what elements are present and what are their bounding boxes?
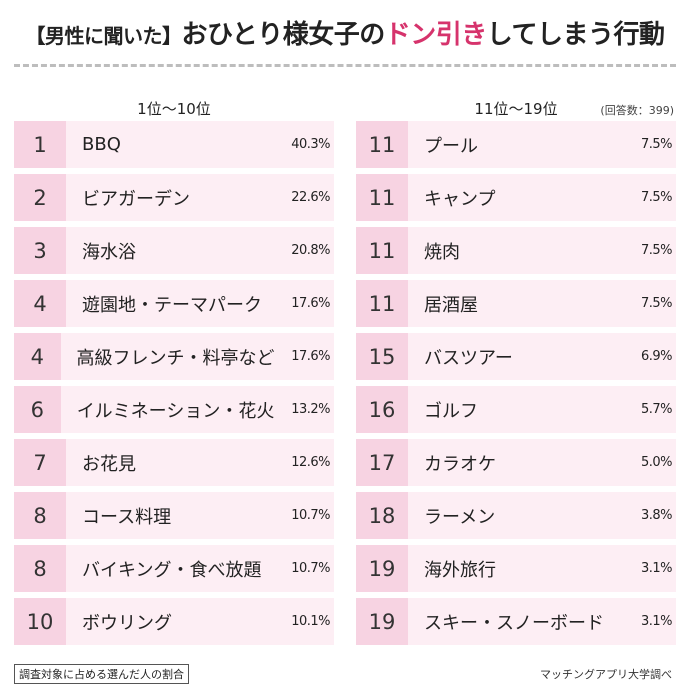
title-accent: ドン引き	[384, 20, 488, 50]
rank-number: 19	[356, 598, 408, 645]
ranking-row: 19 海外旅行 3.1%	[356, 545, 676, 592]
percentage-value: 20.8%	[291, 243, 330, 258]
item-label: バスツアー	[424, 347, 513, 369]
item-label: バイキング・食べ放題	[82, 559, 262, 581]
rank-number: 18	[356, 492, 408, 539]
percentage-value: 17.6%	[291, 349, 330, 364]
rank-number: 6	[14, 386, 61, 433]
ranking-row: 6 イルミネーション・花火 13.2%	[14, 386, 334, 433]
percentage-value: 7.5%	[640, 137, 673, 152]
ranking-row: 2 ビアガーデン 22.6%	[14, 174, 334, 221]
ranking-row: 16 ゴルフ 5.7%	[356, 386, 676, 433]
rank-number: 11	[356, 174, 408, 221]
percentage-value: 10.1%	[291, 614, 330, 629]
rank-number: 1	[14, 121, 66, 168]
ranking-row: 4 遊園地・テーマパーク 17.6%	[14, 280, 334, 327]
item-label: カラオケ	[424, 453, 496, 475]
item-label: ビアガーデン	[82, 188, 190, 210]
title-main-before: おひとり様女子の	[181, 20, 386, 50]
ranking-row: 8 コース料理 10.7%	[14, 492, 334, 539]
item-label: 焼肉	[424, 241, 460, 263]
rank-number: 4	[14, 280, 66, 327]
percentage-value: 7.5%	[640, 190, 673, 205]
rank-number: 7	[14, 439, 66, 486]
ranking-row: 19 スキー・スノーボード 3.1%	[356, 598, 676, 645]
rank-number: 19	[356, 545, 408, 592]
rank-number: 8	[14, 492, 66, 539]
ranking-row: 7 お花見 12.6%	[14, 439, 334, 486]
item-label: BBQ	[82, 134, 121, 155]
item-label: お花見	[82, 453, 136, 475]
item-label: キャンプ	[424, 188, 496, 210]
percentage-value: 22.6%	[291, 190, 330, 205]
rank-number: 3	[14, 227, 66, 274]
item-label: ボウリング	[82, 612, 172, 634]
ranking-list-right: 11 プール 7.5% 11 キャンプ 7.5% 11 焼肉 7.5% 11 居酒屋 7.5% 15 バス…	[356, 121, 676, 651]
item-label: 海水浴	[82, 241, 136, 263]
rank-number: 2	[14, 174, 66, 221]
percentage-value: 10.7%	[291, 508, 330, 523]
right-column-heading: 11位〜19位	[474, 100, 558, 118]
ranking-row: 11 プール 7.5%	[356, 121, 676, 168]
ranking-row: 11 焼肉 7.5%	[356, 227, 676, 274]
percentage-value: 6.9%	[640, 349, 673, 364]
percentage-value: 5.0%	[640, 455, 673, 470]
percentage-value: 3.8%	[640, 508, 673, 523]
item-label: 遊園地・テーマパーク	[82, 294, 262, 316]
respondent-count: (回答数：399)	[600, 104, 674, 117]
rank-number: 11	[356, 280, 408, 327]
item-label: ラーメン	[424, 506, 496, 528]
title-prefix: 【男性に聞いた】	[25, 24, 183, 48]
percentage-value: 5.7%	[640, 402, 673, 417]
ranking-row: 18 ラーメン 3.8%	[356, 492, 676, 539]
rank-number: 11	[356, 227, 408, 274]
source-credit: マッチングアプリ大学調べ	[540, 668, 672, 681]
item-label: コース料理	[82, 506, 172, 528]
item-label: 海外旅行	[424, 559, 496, 581]
item-label: 居酒屋	[424, 294, 478, 316]
percentage-value: 7.5%	[640, 243, 673, 258]
rank-number: 4	[14, 333, 61, 380]
ranking-list-left: 1 BBQ 40.3% 2 ビアガーデン 22.6% 3 海水浴 20.8% 4 遊園地・テーマパー…	[14, 121, 334, 651]
rank-number: 11	[356, 121, 408, 168]
percentage-value: 13.2%	[291, 402, 330, 417]
item-label: ゴルフ	[424, 400, 478, 422]
ranking-row: 8 バイキング・食べ放題 10.7%	[14, 545, 334, 592]
percentage-value: 3.1%	[640, 561, 673, 576]
ranking-row: 3 海水浴 20.8%	[14, 227, 334, 274]
page-title: 【男性に聞いた】おひとり様女子のドン引きしてしまう行動	[0, 14, 690, 51]
rank-number: 15	[356, 333, 408, 380]
percentage-value: 10.7%	[291, 561, 330, 576]
ranking-row: 4 高級フレンチ・料亭など 17.6%	[14, 333, 334, 380]
ranking-row: 17 カラオケ 5.0%	[356, 439, 676, 486]
percentage-value: 3.1%	[640, 614, 673, 629]
dashed-divider	[14, 64, 676, 67]
footnote: 調査対象に占める選んだ人の割合	[14, 664, 189, 684]
ranking-row: 1 BBQ 40.3%	[14, 121, 334, 168]
percentage-value: 17.6%	[291, 296, 330, 311]
ranking-row: 11 キャンプ 7.5%	[356, 174, 676, 221]
item-label: イルミネーション・花火	[76, 400, 275, 422]
item-label: スキー・スノーボード	[424, 612, 604, 634]
rank-number: 10	[14, 598, 66, 645]
percentage-value: 7.5%	[640, 296, 673, 311]
item-label: プール	[424, 135, 478, 157]
ranking-row: 15 バスツアー 6.9%	[356, 333, 676, 380]
rank-number: 8	[14, 545, 66, 592]
rank-number: 17	[356, 439, 408, 486]
ranking-row: 10 ボウリング 10.1%	[14, 598, 334, 645]
title-main-after: してしまう行動	[486, 20, 665, 50]
percentage-value: 12.6%	[291, 455, 330, 470]
percentage-value: 40.3%	[291, 137, 330, 152]
left-column-heading: 1位〜10位	[137, 100, 211, 118]
ranking-row: 11 居酒屋 7.5%	[356, 280, 676, 327]
item-label: 高級フレンチ・料亭など	[76, 347, 275, 369]
rank-number: 16	[356, 386, 408, 433]
